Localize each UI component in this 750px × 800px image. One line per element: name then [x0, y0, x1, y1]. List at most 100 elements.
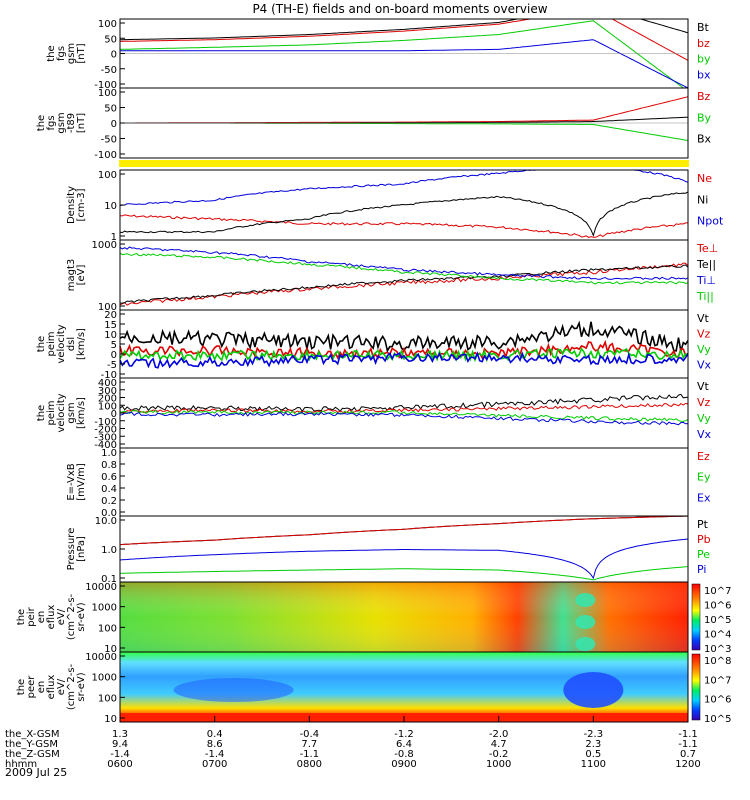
ephemeris-value: 4.7 [491, 739, 507, 750]
y-tick-label: 10 [104, 714, 117, 725]
y-tick-label: 0.8 [101, 460, 117, 471]
ephemeris-value: 2.3 [585, 739, 601, 750]
colorbar-label: 10^5 [704, 714, 731, 725]
panel-2: 100 50 0 -50 -100 the fgs gsm -t89 [nT] Bz By Bx [36, 87, 712, 161]
ephemeris-label: hhmm [5, 759, 37, 770]
electron-flux-patch [173, 678, 294, 702]
ephemeris-value: 9.4 [112, 739, 128, 750]
y-axis-label: the peim velocity gsm [km/s] [36, 393, 87, 432]
y-tick-label: 1000 [92, 603, 117, 614]
y-tick-label: 0.1 [101, 574, 117, 585]
y-tick-label: -200 [94, 425, 117, 436]
legend-entry-vz: Vz [697, 396, 711, 409]
ephemeris-value: -0.2 [489, 749, 509, 760]
y-axis-label-line: peim [46, 331, 57, 356]
y-axis-label-line: eV/ [56, 608, 67, 625]
date-label: 2009 Jul 25 [5, 766, 67, 779]
y-axis-label-line: peim [46, 400, 57, 425]
ephemeris-value: 0900 [391, 759, 416, 770]
y-axis-label-line: [km/s] [76, 397, 87, 429]
y-axis-label-line: the [46, 45, 57, 61]
legend-entry-pi: Pi [697, 563, 706, 576]
panel-frame [119, 309, 689, 379]
ephemeris-label: the_Z-GSM [5, 749, 60, 760]
legend-entry-pe: Pe [697, 548, 710, 561]
y-tick-label: 100 [98, 170, 117, 181]
ephemeris-value: -1.1 [678, 729, 698, 740]
ephemeris-value: 7.7 [301, 739, 317, 750]
y-tick-label: 50 [104, 34, 117, 45]
legend-entry-bx: bx [697, 68, 711, 81]
y-axis-label-line: the [36, 405, 47, 421]
series-line-vt [119, 393, 689, 413]
y-axis-label: the peer en eflux eV/(cm^2-s-sr-eV) [16, 663, 87, 710]
y-axis-label-line: (cm^2-s- [66, 593, 77, 640]
panel-3: 100 10 1 Density [cm-3] Ne Ni Npot [66, 169, 724, 243]
y-axis-label-line: en [36, 611, 47, 624]
ephemeris-value: 0.4 [207, 729, 223, 740]
colorbar-label: 10^8 [704, 656, 731, 667]
y-axis-label-line: gsm [66, 402, 77, 423]
y-tick-label: 0 [111, 409, 117, 420]
y-tick-label: 50 [104, 104, 117, 115]
panel-9: 10000 1000 100 10 the peir en eflux eV/(cm^2-s-s… [16, 581, 731, 655]
chart-title: P4 (TH-E) fields and on-board moments ov… [252, 2, 547, 16]
legend-entry-vx: Vx [697, 359, 712, 372]
y-axis-label-line: the [16, 609, 27, 625]
y-tick-label: 100 [98, 19, 117, 30]
y-axis-label-line: velocity [56, 393, 67, 432]
legend-entry-vx: Vx [697, 428, 712, 441]
y-axis-label-line: gsm [66, 43, 77, 64]
y-axis-label-line: fgs [56, 46, 67, 61]
y-tick-label: 0.6 [101, 472, 117, 483]
y-axis-label-line: the [36, 115, 47, 131]
legend-entry-npot: Npot [697, 215, 724, 228]
x-axis [119, 716, 689, 722]
y-tick-label: 1 [111, 232, 117, 243]
legend-entry-vt: Vt [697, 312, 710, 325]
y-axis-label-line: E=-VxB [66, 463, 77, 500]
y-tick-label: -50 [101, 65, 117, 76]
colorbar-label: 10^3 [704, 644, 731, 655]
colorbar-label: 10^6 [704, 695, 731, 706]
legend-entry-te||: Te|| [696, 258, 716, 271]
y-tick-label: 300 [98, 386, 117, 397]
series-line-vy [119, 347, 689, 363]
legend-entry-ti||: Ti|| [696, 290, 714, 303]
legend-entry-ne: Ne [697, 172, 712, 185]
series-line-bx [120, 39, 689, 89]
panel-frame [119, 377, 689, 449]
y-tick-label: -300 [94, 432, 117, 443]
y-axis-label-line: magt3 [66, 259, 77, 292]
y-axis-label-line: [km/s] [76, 328, 87, 360]
colorbar [691, 583, 701, 651]
y-axis-label: the fgs gsm [nT] [46, 43, 87, 64]
y-tick-label: -400 [94, 440, 117, 451]
legend-entry-ex: Ex [697, 491, 711, 504]
y-axis-label-line: [nT] [76, 43, 87, 63]
y-tick-label: 0.4 [101, 484, 117, 495]
legend-entry-ey: Ey [697, 471, 711, 484]
y-tick-label: -5 [107, 360, 117, 371]
series-line-by [120, 122, 689, 141]
y-axis-label-line: dsl [66, 337, 77, 351]
y-axis-label: the fgs gsm -t89 [nT] [36, 112, 87, 133]
y-axis-label: Pressure [nPa] [66, 528, 87, 571]
y-tick-label: 100 [98, 302, 117, 313]
y-axis-label: Density [cm-3] [66, 186, 87, 224]
series-line-te|| [120, 264, 689, 304]
y-tick-label: 10 [104, 201, 117, 212]
y-axis-label-line: sr-eV) [76, 602, 87, 631]
legend-entry-vz: Vz [697, 328, 711, 341]
y-tick-label: 1000 [92, 240, 117, 251]
y-axis-label-line: gsm [56, 112, 67, 133]
ephemeris-value: 0600 [107, 759, 132, 770]
ephemeris-value: 0.7 [680, 749, 696, 760]
y-axis-label-line: sr-eV) [76, 672, 87, 701]
legend-entry-te⊥: Te⊥ [696, 242, 718, 255]
legend-entry-pb: Pb [697, 533, 711, 546]
legend-entry-bz: bz [697, 37, 710, 50]
y-axis-label-line: [mV/m] [76, 463, 87, 501]
